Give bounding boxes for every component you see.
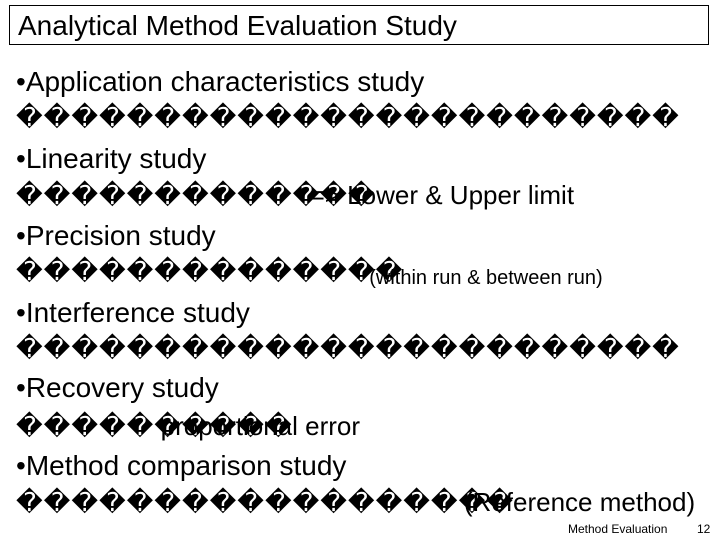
bullet-heading-2: Linearity study: [16, 143, 720, 175]
bullet-heading-3: Precision study: [16, 220, 720, 252]
bullet-heading-6: Method comparison study: [16, 450, 720, 482]
bullet-sub-text: ����������: [16, 412, 293, 442]
bullet-heading-5: Recovery study: [16, 372, 720, 404]
title-box: Analytical Method Evaluation Study: [9, 5, 709, 45]
bullet-sub-text: ��������������: [16, 257, 404, 287]
page-number: 12: [697, 522, 711, 536]
bullet-sub-extra: (Reference method): [463, 487, 696, 517]
bullet-sub-5: ����������proportional error: [16, 410, 720, 443]
bullet-heading-text: Precision study: [25, 220, 216, 251]
page-title: Analytical Method Evaluation Study: [18, 10, 457, 41]
bullet-heading-1: Application characteristics study: [16, 66, 720, 98]
bullet-sub-text: ������������������������: [16, 103, 680, 133]
bullet-heading-text: Method comparison study: [25, 450, 347, 481]
bullet-sub-3: ��������������(within run & between run): [16, 256, 720, 290]
bullet-sub-text: �������������: [16, 181, 376, 211]
bullet-sub-extra: => Lower & Upper limit: [309, 180, 575, 210]
bullet-heading-text: Recovery study: [25, 372, 219, 403]
bullet-sub-2: �������������=> Lower & Upper limit: [16, 179, 720, 212]
bullet-sub-text: ������������������������: [16, 334, 680, 364]
bullet-sub-6: ������������������(Reference method): [16, 486, 720, 519]
bullet-sub-extra: (within run & between run): [369, 267, 603, 289]
bullet-heading-text: Application characteristics study: [25, 66, 425, 97]
bullet-sub-text: ������������������: [16, 488, 514, 518]
bullet-heading-text: Linearity study: [25, 143, 207, 174]
bullet-sub-1: ������������������������: [16, 102, 720, 134]
bullet-sub-extra: proportional error: [160, 411, 361, 441]
footer-label: Method Evaluation: [568, 522, 668, 536]
bullet-heading-4: Interference study: [16, 297, 720, 329]
bullet-heading-text: Interference study: [25, 297, 250, 328]
bullet-sub-4: ������������������������: [16, 333, 720, 365]
